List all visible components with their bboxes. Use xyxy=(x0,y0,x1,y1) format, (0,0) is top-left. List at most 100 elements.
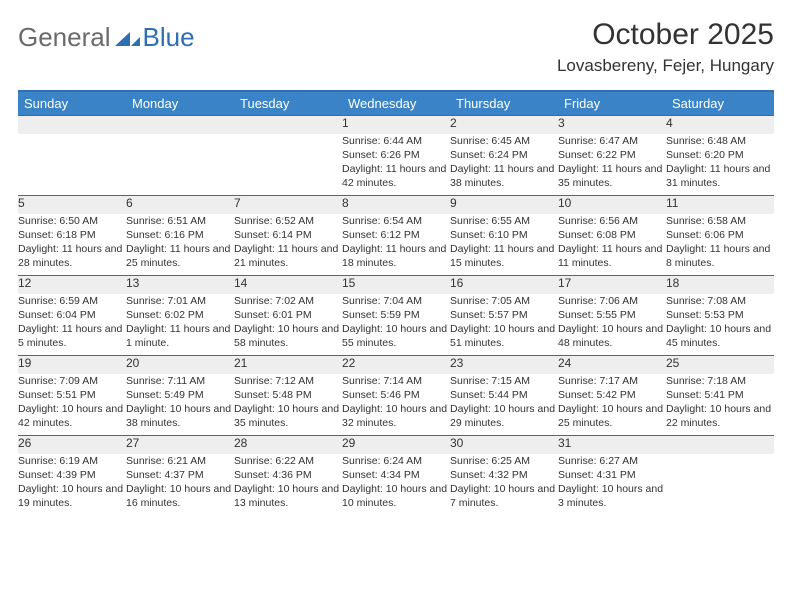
sunset-text: Sunset: 5:51 PM xyxy=(18,388,126,402)
sunset-text: Sunset: 6:18 PM xyxy=(18,228,126,242)
day-number-cell: 11 xyxy=(666,196,774,214)
day-number-cell: 7 xyxy=(234,196,342,214)
daylight-text: Daylight: 11 hours and 38 minutes. xyxy=(450,162,558,190)
day-detail-cell xyxy=(234,134,342,196)
sunset-text: Sunset: 4:39 PM xyxy=(18,468,126,482)
sunset-text: Sunset: 6:12 PM xyxy=(342,228,450,242)
sunset-text: Sunset: 5:53 PM xyxy=(666,308,774,322)
sunrise-text: Sunrise: 7:15 AM xyxy=(450,374,558,388)
day-number-cell: 21 xyxy=(234,356,342,374)
day-detail-cell: Sunrise: 7:09 AMSunset: 5:51 PMDaylight:… xyxy=(18,374,126,436)
daylight-text: Daylight: 10 hours and 29 minutes. xyxy=(450,402,558,430)
sunrise-text: Sunrise: 7:11 AM xyxy=(126,374,234,388)
sunset-text: Sunset: 6:20 PM xyxy=(666,148,774,162)
sunset-text: Sunset: 6:01 PM xyxy=(234,308,342,322)
day-detail-cell: Sunrise: 6:48 AMSunset: 6:20 PMDaylight:… xyxy=(666,134,774,196)
day-number-cell: 10 xyxy=(558,196,666,214)
daylight-text: Daylight: 10 hours and 10 minutes. xyxy=(342,482,450,510)
sunrise-text: Sunrise: 6:50 AM xyxy=(18,214,126,228)
daylight-text: Daylight: 10 hours and 45 minutes. xyxy=(666,322,774,350)
day-number-cell: 24 xyxy=(558,356,666,374)
day-number-cell: 3 xyxy=(558,116,666,134)
daylight-text: Daylight: 10 hours and 32 minutes. xyxy=(342,402,450,430)
sunrise-text: Sunrise: 6:51 AM xyxy=(126,214,234,228)
day-number-cell: 18 xyxy=(666,276,774,294)
calendar-table: Sunday Monday Tuesday Wednesday Thursday… xyxy=(18,90,774,516)
daylight-text: Daylight: 10 hours and 42 minutes. xyxy=(18,402,126,430)
day-detail-cell: Sunrise: 7:08 AMSunset: 5:53 PMDaylight:… xyxy=(666,294,774,356)
day-detail-cell: Sunrise: 6:54 AMSunset: 6:12 PMDaylight:… xyxy=(342,214,450,276)
sunset-text: Sunset: 6:26 PM xyxy=(342,148,450,162)
daylight-text: Daylight: 11 hours and 21 minutes. xyxy=(234,242,342,270)
daylight-text: Daylight: 11 hours and 25 minutes. xyxy=(126,242,234,270)
sunset-text: Sunset: 5:42 PM xyxy=(558,388,666,402)
day-number-cell: 31 xyxy=(558,436,666,454)
day-detail-cell: Sunrise: 7:18 AMSunset: 5:41 PMDaylight:… xyxy=(666,374,774,436)
daylight-text: Daylight: 10 hours and 51 minutes. xyxy=(450,322,558,350)
daylight-text: Daylight: 11 hours and 18 minutes. xyxy=(342,242,450,270)
sunrise-text: Sunrise: 6:44 AM xyxy=(342,134,450,148)
sunset-text: Sunset: 5:41 PM xyxy=(666,388,774,402)
day-detail-cell xyxy=(18,134,126,196)
day-detail-cell: Sunrise: 6:19 AMSunset: 4:39 PMDaylight:… xyxy=(18,454,126,516)
sunrise-text: Sunrise: 7:18 AM xyxy=(666,374,774,388)
sunset-text: Sunset: 4:37 PM xyxy=(126,468,234,482)
dayhead-thu: Thursday xyxy=(450,91,558,116)
sunset-text: Sunset: 4:31 PM xyxy=(558,468,666,482)
location-subtitle: Lovasbereny, Fejer, Hungary xyxy=(557,56,774,76)
brand-word1: General xyxy=(18,22,111,53)
sunrise-text: Sunrise: 6:27 AM xyxy=(558,454,666,468)
daylight-text: Daylight: 11 hours and 11 minutes. xyxy=(558,242,666,270)
day-detail-cell: Sunrise: 6:24 AMSunset: 4:34 PMDaylight:… xyxy=(342,454,450,516)
day-detail-cell: Sunrise: 7:14 AMSunset: 5:46 PMDaylight:… xyxy=(342,374,450,436)
detail-row: Sunrise: 6:19 AMSunset: 4:39 PMDaylight:… xyxy=(18,454,774,516)
dayhead-wed: Wednesday xyxy=(342,91,450,116)
sunset-text: Sunset: 4:36 PM xyxy=(234,468,342,482)
daylight-text: Daylight: 10 hours and 25 minutes. xyxy=(558,402,666,430)
detail-row: Sunrise: 6:44 AMSunset: 6:26 PMDaylight:… xyxy=(18,134,774,196)
day-detail-cell: Sunrise: 7:17 AMSunset: 5:42 PMDaylight:… xyxy=(558,374,666,436)
day-detail-cell: Sunrise: 6:52 AMSunset: 6:14 PMDaylight:… xyxy=(234,214,342,276)
daynum-row: 12131415161718 xyxy=(18,276,774,294)
day-number-cell: 16 xyxy=(450,276,558,294)
sunset-text: Sunset: 6:16 PM xyxy=(126,228,234,242)
daylight-text: Daylight: 10 hours and 22 minutes. xyxy=(666,402,774,430)
daylight-text: Daylight: 11 hours and 31 minutes. xyxy=(666,162,774,190)
brand-word2: Blue xyxy=(143,22,195,53)
day-detail-cell xyxy=(666,454,774,516)
day-detail-cell: Sunrise: 6:25 AMSunset: 4:32 PMDaylight:… xyxy=(450,454,558,516)
sunset-text: Sunset: 6:08 PM xyxy=(558,228,666,242)
day-number-cell: 1 xyxy=(342,116,450,134)
day-number-cell: 14 xyxy=(234,276,342,294)
brand-logo: General Blue xyxy=(18,18,195,53)
sunset-text: Sunset: 5:55 PM xyxy=(558,308,666,322)
day-detail-cell: Sunrise: 6:44 AMSunset: 6:26 PMDaylight:… xyxy=(342,134,450,196)
sunrise-text: Sunrise: 7:06 AM xyxy=(558,294,666,308)
day-number-cell: 6 xyxy=(126,196,234,214)
daylight-text: Daylight: 10 hours and 7 minutes. xyxy=(450,482,558,510)
day-detail-cell: Sunrise: 7:12 AMSunset: 5:48 PMDaylight:… xyxy=(234,374,342,436)
sunrise-text: Sunrise: 6:21 AM xyxy=(126,454,234,468)
sunset-text: Sunset: 5:44 PM xyxy=(450,388,558,402)
daylight-text: Daylight: 11 hours and 8 minutes. xyxy=(666,242,774,270)
sunset-text: Sunset: 5:46 PM xyxy=(342,388,450,402)
sunrise-text: Sunrise: 6:59 AM xyxy=(18,294,126,308)
day-number-cell: 2 xyxy=(450,116,558,134)
day-detail-cell: Sunrise: 6:56 AMSunset: 6:08 PMDaylight:… xyxy=(558,214,666,276)
day-number-cell: 22 xyxy=(342,356,450,374)
day-detail-cell: Sunrise: 6:45 AMSunset: 6:24 PMDaylight:… xyxy=(450,134,558,196)
detail-row: Sunrise: 6:59 AMSunset: 6:04 PMDaylight:… xyxy=(18,294,774,356)
daylight-text: Daylight: 10 hours and 3 minutes. xyxy=(558,482,666,510)
sunset-text: Sunset: 6:10 PM xyxy=(450,228,558,242)
daylight-text: Daylight: 10 hours and 38 minutes. xyxy=(126,402,234,430)
dayhead-mon: Monday xyxy=(126,91,234,116)
detail-row: Sunrise: 7:09 AMSunset: 5:51 PMDaylight:… xyxy=(18,374,774,436)
day-number-cell: 4 xyxy=(666,116,774,134)
sunset-text: Sunset: 5:48 PM xyxy=(234,388,342,402)
sunrise-text: Sunrise: 6:45 AM xyxy=(450,134,558,148)
day-number-cell: 30 xyxy=(450,436,558,454)
day-detail-cell: Sunrise: 7:04 AMSunset: 5:59 PMDaylight:… xyxy=(342,294,450,356)
day-detail-cell: Sunrise: 6:59 AMSunset: 6:04 PMDaylight:… xyxy=(18,294,126,356)
daylight-text: Daylight: 11 hours and 5 minutes. xyxy=(18,322,126,350)
day-header-row: Sunday Monday Tuesday Wednesday Thursday… xyxy=(18,91,774,116)
